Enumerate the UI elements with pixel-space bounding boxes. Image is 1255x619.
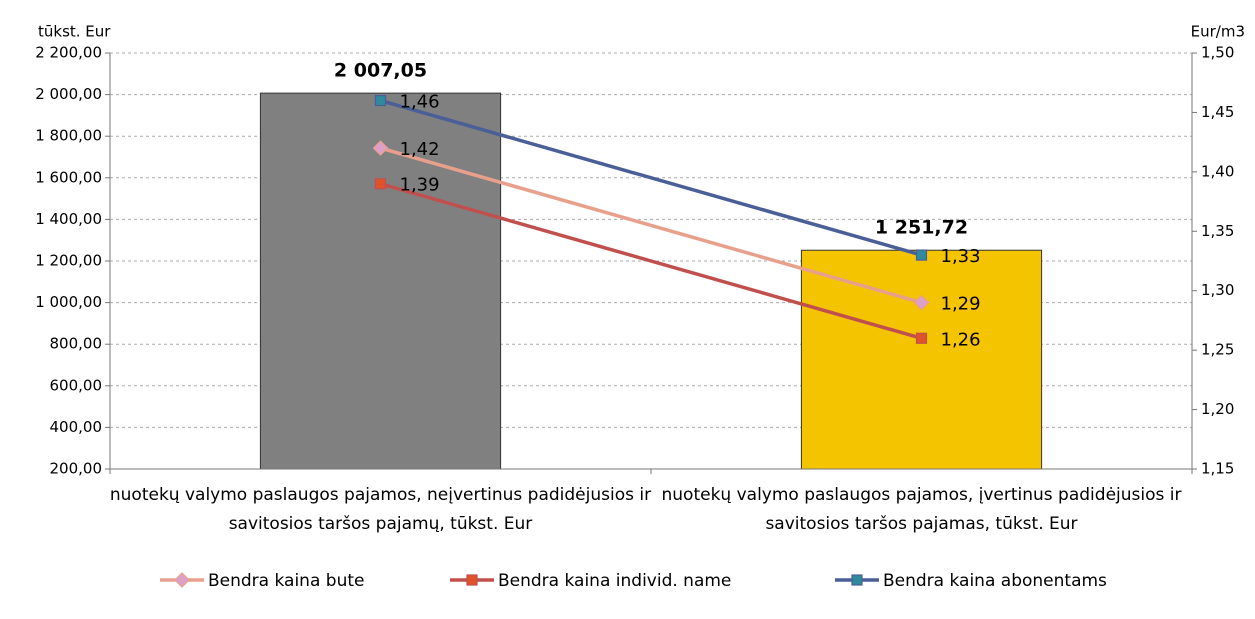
y2-tick-label: 1,30 (1201, 281, 1234, 299)
y-tick-label: 200,00 (50, 460, 103, 478)
y-tick-label: 1 000,00 (35, 293, 102, 311)
x-label-box: nuotekų valymo paslaugos pajamos, neįver… (109, 485, 652, 534)
y-axis-title: tūkst. Eur (38, 23, 111, 41)
line (380, 98, 922, 257)
bar (800, 249, 1043, 470)
y2-axis-title: Eur/m3 (1191, 23, 1245, 41)
legend-label: Bendra kaina abonentams (883, 571, 1107, 591)
y-tick-label: 1 800,00 (35, 127, 102, 145)
marker (913, 294, 930, 311)
y2-tick-label: 1,20 (1201, 400, 1234, 418)
y-tick-label: 1 400,00 (35, 210, 102, 228)
point-value-label: 1,46 (400, 92, 440, 113)
y2-tick-label: 1,35 (1201, 222, 1234, 240)
marker (372, 140, 389, 156)
y2-tick-label: 1,45 (1201, 103, 1234, 121)
marker (851, 574, 863, 586)
x-label-box: nuotekų valymo paslaugos pajamos, įverti… (661, 485, 1182, 534)
marker (915, 332, 928, 344)
y-tick-label: 2 000,00 (35, 85, 102, 103)
marker (374, 178, 387, 190)
y2-tick-label: 1,25 (1201, 341, 1234, 359)
point-value-label: 1,39 (400, 175, 440, 196)
y2-tick-label: 1,40 (1201, 162, 1234, 180)
y-tick-label: 600,00 (50, 376, 103, 394)
x-tick-label: nuotekų valymo paslaugos pajamos, neįver… (109, 485, 652, 534)
point-value-label: 1,42 (400, 139, 440, 160)
point-value-label: 1,33 (941, 246, 981, 267)
bar-value-label: 1 251,72 (875, 217, 968, 239)
legend-label: Bendra kaina individ. name (498, 571, 731, 591)
x-tick-label: nuotekų valymo paslaugos pajamos, įverti… (661, 485, 1182, 534)
marker (915, 249, 928, 261)
marker (374, 94, 387, 107)
line (380, 146, 922, 305)
marker (466, 574, 478, 586)
y-tick-label: 400,00 (50, 418, 103, 436)
point-value-label: 1,26 (941, 329, 981, 350)
y-tick-label: 1 600,00 (35, 168, 102, 186)
y2-tick-label: 1,50 (1201, 44, 1234, 62)
y-tick-label: 800,00 (50, 335, 103, 353)
legend-label: Bendra kaina bute (208, 571, 364, 591)
marker (174, 572, 190, 588)
y2-tick-label: 1,15 (1201, 460, 1234, 478)
bar-value-label: 2 007,05 (334, 60, 427, 82)
point-value-label: 1,29 (941, 294, 981, 315)
y-tick-label: 1 200,00 (35, 252, 102, 270)
y-tick-label: 2 200,00 (35, 44, 102, 62)
line (380, 182, 922, 340)
